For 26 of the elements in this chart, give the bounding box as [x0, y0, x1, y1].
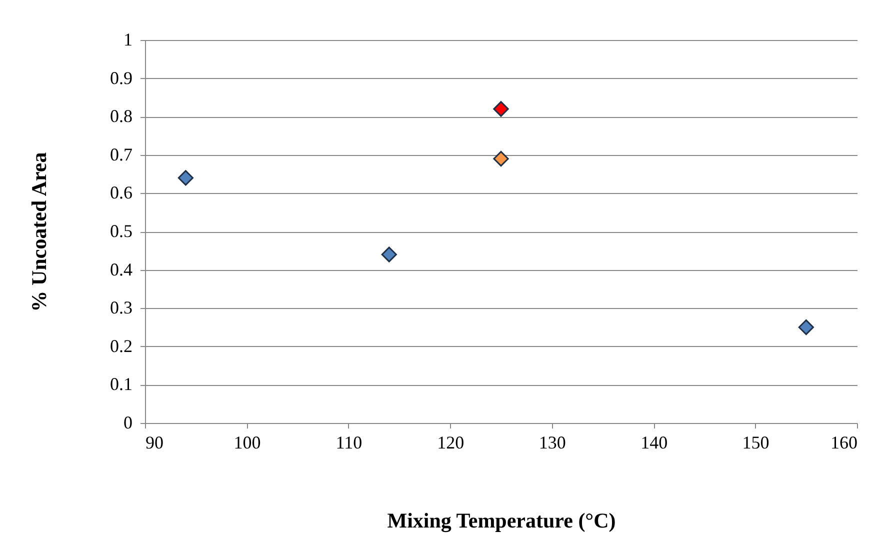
y-tick-label: 0.7: [110, 144, 132, 164]
y-tick-label: 0: [124, 412, 132, 432]
x-tick-label: 130: [538, 432, 566, 452]
point: [381, 246, 397, 262]
x-tick-label: 90: [146, 432, 164, 452]
y-tick-label: 0.1: [110, 374, 132, 394]
x-axis-title: Mixing Temperature (°C): [387, 508, 616, 532]
y-tick-label: 1: [124, 30, 132, 50]
x-tick-label: 120: [437, 432, 464, 452]
x-tick-label: 110: [336, 432, 362, 452]
point: [493, 101, 509, 117]
x-tick-label: 150: [742, 432, 770, 452]
point: [178, 170, 194, 186]
y-tick-label: 0.4: [110, 259, 132, 280]
y-tick-label: 0.9: [110, 68, 132, 88]
y-tick-label: 0.3: [110, 298, 132, 318]
y-tick-label: 0.5: [110, 221, 132, 241]
x-tick-label: 160: [830, 432, 858, 452]
y-tick-label: 0.8: [110, 106, 132, 126]
y-tick-label: 0.6: [110, 182, 132, 203]
y-tick-label: 0.2: [110, 336, 132, 356]
x-tick-label: 140: [640, 432, 668, 452]
y-axis-title: % Uncoated Area: [27, 152, 51, 312]
point: [798, 319, 814, 336]
point: [493, 150, 509, 167]
x-tick-label: 100: [234, 432, 261, 452]
